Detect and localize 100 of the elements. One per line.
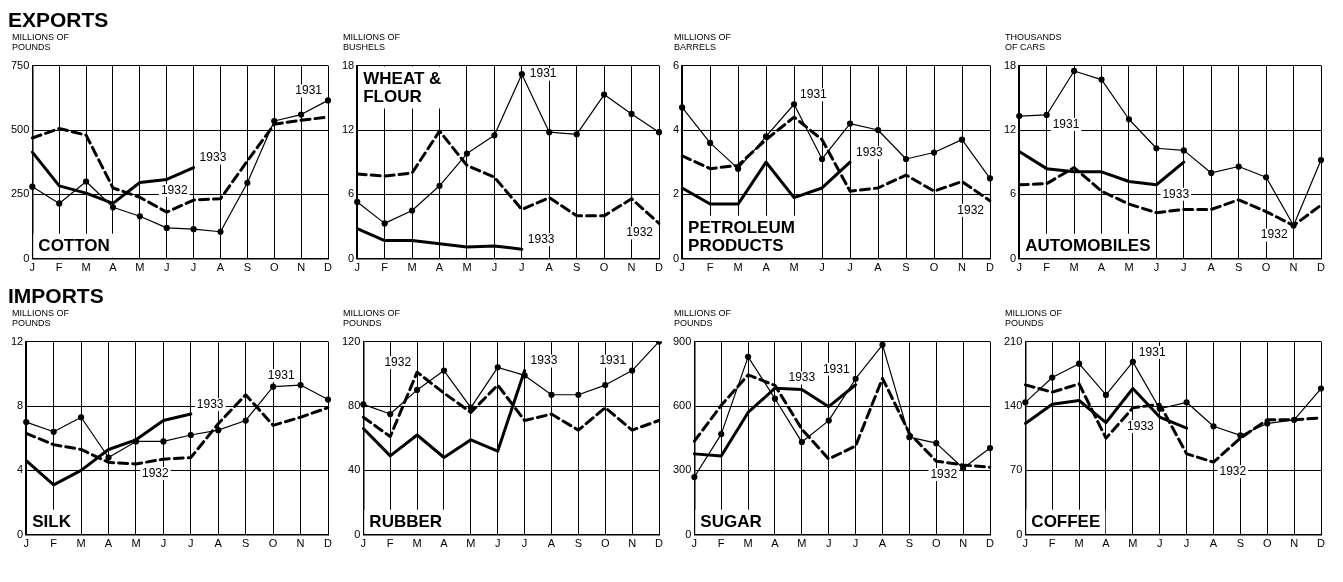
- x-tick-label: D: [1317, 537, 1326, 550]
- x-tick-label: S: [243, 261, 252, 274]
- x-tick-label: O: [931, 537, 941, 550]
- x-tick-label: F: [1048, 537, 1056, 550]
- series-label: 1932: [160, 182, 188, 197]
- x-tick-label: J: [29, 261, 36, 274]
- x-tick-label: A: [216, 261, 225, 274]
- x-tick-label: J: [847, 261, 853, 274]
- x-tick-label: J: [1022, 537, 1029, 550]
- series-label: 1932: [141, 465, 169, 480]
- x-tick-label: O: [1262, 537, 1272, 550]
- x-tick-label: M: [462, 261, 472, 274]
- y-tick-label: 40: [348, 463, 361, 476]
- x-tick-label: O: [268, 537, 278, 550]
- series-label: 1933: [1127, 418, 1155, 433]
- y-axis-title: MILLIONS OF POUNDS: [11, 308, 70, 330]
- x-tick-label: A: [1207, 261, 1216, 274]
- x-tick-label: M: [1128, 537, 1138, 550]
- y-axis-title: MILLIONS OF POUNDS: [1004, 308, 1063, 330]
- x-tick-label: M: [733, 261, 743, 274]
- series-label: 1933: [530, 353, 558, 368]
- series-label: 1932: [1260, 227, 1288, 242]
- x-tick-label: J: [521, 537, 528, 550]
- x-tick-label: N: [1289, 261, 1298, 274]
- x-tick-label: M: [466, 537, 476, 550]
- x-tick-label: S: [902, 261, 910, 274]
- x-tick-label: O: [929, 261, 939, 274]
- text: RUBBER: [369, 511, 443, 531]
- x-tick-label: S: [1236, 537, 1245, 550]
- y-tick-label: 0: [672, 251, 680, 264]
- y-axis-title: MILLIONS OF POUNDS: [673, 308, 732, 330]
- x-tick-label: A: [440, 537, 449, 550]
- x-tick-label: J: [491, 261, 498, 274]
- series-label: 1932: [384, 355, 412, 369]
- y-tick-label: 12: [341, 123, 355, 136]
- y-tick-label: 4: [17, 463, 24, 476]
- y-tick-label: 0: [23, 251, 30, 264]
- y-tick-label: 6: [672, 58, 680, 71]
- x-tick-label: D: [324, 261, 333, 274]
- series-label: 1931: [267, 367, 295, 382]
- y-tick-label: 70: [1010, 463, 1023, 476]
- y-tick-label: 6: [348, 187, 355, 200]
- series-label: 1932: [930, 466, 958, 481]
- series-label: 1932: [957, 202, 985, 217]
- x-tick-label: S: [905, 537, 914, 550]
- y-tick-label: 2: [672, 187, 680, 200]
- text: PETROLEUM PRODUCTS: [688, 217, 795, 255]
- y-tick-label: 0: [1016, 527, 1023, 540]
- x-tick-label: M: [743, 537, 753, 550]
- series-label: 1931: [1052, 116, 1080, 131]
- x-tick-label: J: [1183, 537, 1190, 550]
- y-tick-label: 300: [672, 463, 692, 476]
- series-label: 1933: [196, 396, 224, 411]
- x-tick-label: M: [1074, 537, 1084, 550]
- y-tick-label: 18: [341, 58, 355, 71]
- x-tick-label: M: [76, 537, 86, 550]
- series-label: 1933: [1162, 186, 1190, 201]
- x-tick-label: N: [627, 261, 636, 274]
- x-tick-label: J: [691, 537, 698, 550]
- x-tick-label: N: [958, 261, 967, 274]
- y-tick-label: 900: [672, 334, 692, 347]
- x-tick-label: M: [797, 537, 807, 550]
- x-tick-label: M: [81, 261, 91, 274]
- y-axis-title: MILLIONS OF BARRELS: [673, 32, 732, 54]
- x-tick-label: M: [412, 537, 422, 550]
- x-tick-label: M: [1124, 261, 1134, 274]
- y-tick-label: 0: [17, 527, 24, 540]
- x-tick-label: A: [104, 537, 113, 550]
- y-tick-label: 600: [672, 399, 692, 412]
- x-tick-label: S: [1235, 261, 1243, 274]
- series-label: 1933: [199, 150, 227, 165]
- x-tick-label: A: [547, 537, 556, 550]
- text: EXPORTS: [8, 8, 109, 31]
- y-tick-label: 0: [1010, 251, 1017, 264]
- x-tick-label: J: [852, 537, 859, 550]
- text: SILK: [32, 511, 72, 531]
- series-label: 1931: [822, 361, 850, 376]
- x-tick-label: J: [360, 537, 367, 550]
- x-tick-label: M: [789, 261, 799, 274]
- x-tick-label: F: [1043, 261, 1051, 274]
- x-tick-label: J: [1016, 261, 1022, 274]
- x-tick-label: J: [825, 537, 832, 550]
- x-tick-label: J: [163, 261, 170, 274]
- y-tick-label: 6: [1010, 187, 1017, 200]
- y-tick-label: 12: [1003, 123, 1017, 136]
- x-tick-label: A: [109, 261, 118, 274]
- x-tick-label: M: [131, 537, 141, 550]
- x-tick-label: A: [762, 261, 771, 274]
- series-label: 1932: [1219, 463, 1247, 478]
- x-tick-label: S: [573, 261, 581, 274]
- x-tick-label: J: [1156, 537, 1163, 550]
- series-label: 1931: [295, 83, 323, 98]
- x-tick-label: D: [986, 261, 995, 274]
- series-label: 1931: [529, 66, 557, 81]
- x-tick-label: A: [214, 537, 223, 550]
- x-tick-label: A: [545, 261, 554, 274]
- text: WHEAT & FLOUR: [363, 68, 442, 106]
- x-tick-label: A: [1102, 537, 1111, 550]
- x-tick-label: J: [679, 261, 685, 274]
- x-tick-label: F: [717, 537, 725, 550]
